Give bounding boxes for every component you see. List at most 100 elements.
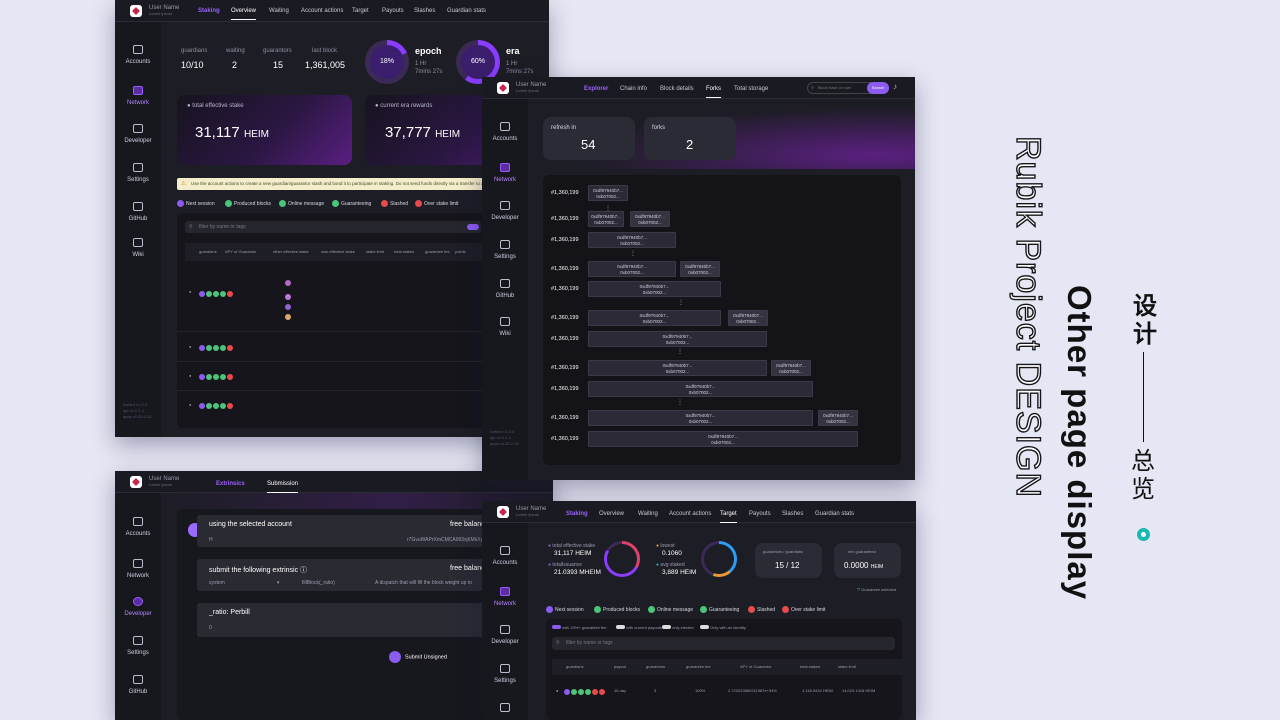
tab-account-actions[interactable]: Account actions [669,511,712,517]
sidebar-item-network[interactable]: Network [115,86,161,106]
filter-input[interactable]: ⚲ filter by name or tags [185,221,481,233]
tab-waiting[interactable]: Waiting [269,8,289,14]
fork-block[interactable]: 0xdf97940b7... 0xb07002... [588,331,767,347]
table-row[interactable]: ● [185,393,549,417]
fork-block[interactable]: 0xdf97940b7... 0xb07002... [588,281,721,297]
user-name[interactable]: User Name Lorem ipsum [149,476,180,487]
fork-block[interactable]: 0xdf97940b7... 0xb07002... [588,211,624,227]
next-session-icon [546,606,553,613]
fork-block[interactable]: 0xdf97940b7... 0xb07002... [588,261,676,277]
sidebar-item-github[interactable]: GitHub [482,279,528,299]
tab-staking[interactable]: Staking [566,511,588,517]
tab-guardian-stats[interactable]: Guardian stats [815,511,855,517]
tab-staking[interactable]: Staking [198,8,220,14]
user-name[interactable]: User Name Lorem ipsum [516,506,547,517]
tab-extrinsics[interactable]: Extrinsics [216,481,245,487]
tab-slashes[interactable]: Slashes [414,8,436,14]
sidebar-item-settings[interactable]: Settings [115,163,161,183]
fork-block[interactable]: 0xdf97940b7... 0xb07002... [588,410,813,426]
fork-block[interactable]: 0xdf97940b7... 0xb07002... [588,360,767,376]
fork-block[interactable]: 0xdf97940b7... 0xb07002... [588,310,721,326]
tab-payouts[interactable]: Payouts [382,8,404,14]
toggle-fee[interactable]: with 20%+ guarantee fee [552,625,607,630]
sidebar-item-developer[interactable]: Developer [115,597,161,617]
tab-waiting[interactable]: Waiting [638,511,658,517]
tab-slashes[interactable]: Slashes [782,511,804,517]
sidebar-item-wiki[interactable]: Wiki [482,317,528,337]
user-name[interactable]: User Name Lorem ipsum [149,5,180,16]
epoch-title: epoch [415,46,442,56]
table-row[interactable]: ● 16 day 3 100% 2.722010860211987e+54% 1… [556,688,876,695]
module-select[interactable]: system ▾ [209,580,280,586]
legend-online-message: Online message [279,200,324,207]
page-title: Other page display [1061,285,1098,601]
sidebar-item-developer[interactable]: Developer [482,625,528,645]
fork-block[interactable]: 0xdf97940b7... 0xb07002... [588,431,858,447]
fork-block[interactable]: 0xdf97940b7... 0xb07002... [588,232,676,248]
tab-target[interactable]: Target [352,8,369,14]
table-row[interactable]: ● [185,335,549,359]
tab-submission[interactable]: Submission [267,481,299,493]
tab-guardian-stats[interactable]: Guardian stats [447,8,487,14]
sidebar-item-network[interactable]: Network [115,559,161,579]
sidebar-item-network[interactable]: Network [482,163,528,183]
submit-unsigned-button[interactable]: Submit Unsigned [389,651,447,663]
accounts-icon [500,546,510,555]
sidebar-item-accounts[interactable]: Accounts [482,546,528,566]
sidebar-item-accounts[interactable]: Accounts [115,45,161,65]
sidebar-item-accounts[interactable]: Accounts [482,122,528,142]
tab-overview[interactable]: Overview [231,8,257,20]
block-number: #1,360,199 [551,286,579,292]
filter-toggle[interactable] [467,224,479,230]
fork-block[interactable]: 0xdf97940b7... 0xb07002... [588,381,813,397]
table-row[interactable]: ● [185,364,549,388]
search-button[interactable]: Search [867,82,889,94]
bell-icon[interactable]: ♪ [893,82,897,91]
legend-next-session: Next session [177,200,215,207]
settings-icon [500,664,510,673]
sidebar-item-settings[interactable]: Settings [482,240,528,260]
sidebar: Accounts Network Developer Settings [482,501,528,720]
toggle-identity[interactable]: Only with an identity [700,625,746,630]
table-row[interactable]: ● [185,263,549,331]
sidebar-item-settings[interactable]: Settings [482,664,528,684]
legend-online-message: Online message [648,606,693,613]
sidebar-item-github[interactable]: GitHub [115,202,161,222]
sidebar-item-settings[interactable]: Settings [115,636,161,656]
tab-block-details[interactable]: Block details [660,86,694,92]
guarantee-selected[interactable]: ⛉ Guarantee selected [857,587,897,592]
toggle-elected[interactable]: only elected [662,625,693,630]
tab-explorer[interactable]: Explorer [584,86,609,92]
sidebar-item-github[interactable]: GitHub [115,675,161,695]
sidebar-item-network[interactable]: Network [482,587,528,607]
sidebar-item-accounts[interactable]: Accounts [115,517,161,537]
user-name[interactable]: User Name Lorem ipsum [516,82,547,93]
fork-block[interactable]: 0xdf97940b7... 0xb07002... [630,211,670,227]
epoch-hours: 1 Hr [415,61,427,67]
fork-block[interactable]: 0xdf97940b7... 0xb07002... [588,185,628,201]
sidebar-item-wiki[interactable]: Wiki [115,238,161,258]
tab-forks[interactable]: Forks [706,86,721,98]
tab-target[interactable]: Target [720,511,737,523]
sidebar-item-developer[interactable]: Developer [115,124,161,144]
stat-value: 10/10 [181,60,204,70]
tab-overview[interactable]: Overview [599,511,625,517]
fork-block[interactable]: 0xdf97940b7... 0xb07002... [818,410,858,426]
method-select[interactable]: fillBlock(_ratio) [302,580,335,586]
sidebar-item-github[interactable] [482,703,528,717]
fork-block[interactable]: 0xdf97940b7... 0xb07002... [771,360,811,376]
tab-payouts[interactable]: Payouts [749,511,771,517]
tab-account-actions[interactable]: Account actions [301,8,344,14]
filter-input[interactable]: ⚲ filter by name or tags [552,637,895,650]
fork-block[interactable]: 0xdf97940b7... 0xb07002... [680,261,720,277]
column-header: guardians [199,249,217,254]
toggle-payouts[interactable]: with current payouts [616,625,662,630]
page-subtitle: Rubik Project DESIGN [1008,135,1047,498]
target-table: with 20%+ guarantee fee with current pay… [546,619,902,720]
refresh-value: 54 [581,137,596,152]
tab-total-storage[interactable]: Total storage [734,86,769,92]
fork-block[interactable]: 0xdf97940b7... 0xb07002... [728,310,768,326]
tab-chain-info[interactable]: Chain info [620,86,648,92]
sidebar-item-developer[interactable]: Developer [482,201,528,221]
total-effective-stake-card: ● total effective stake 31,117 HEIM [177,95,352,165]
